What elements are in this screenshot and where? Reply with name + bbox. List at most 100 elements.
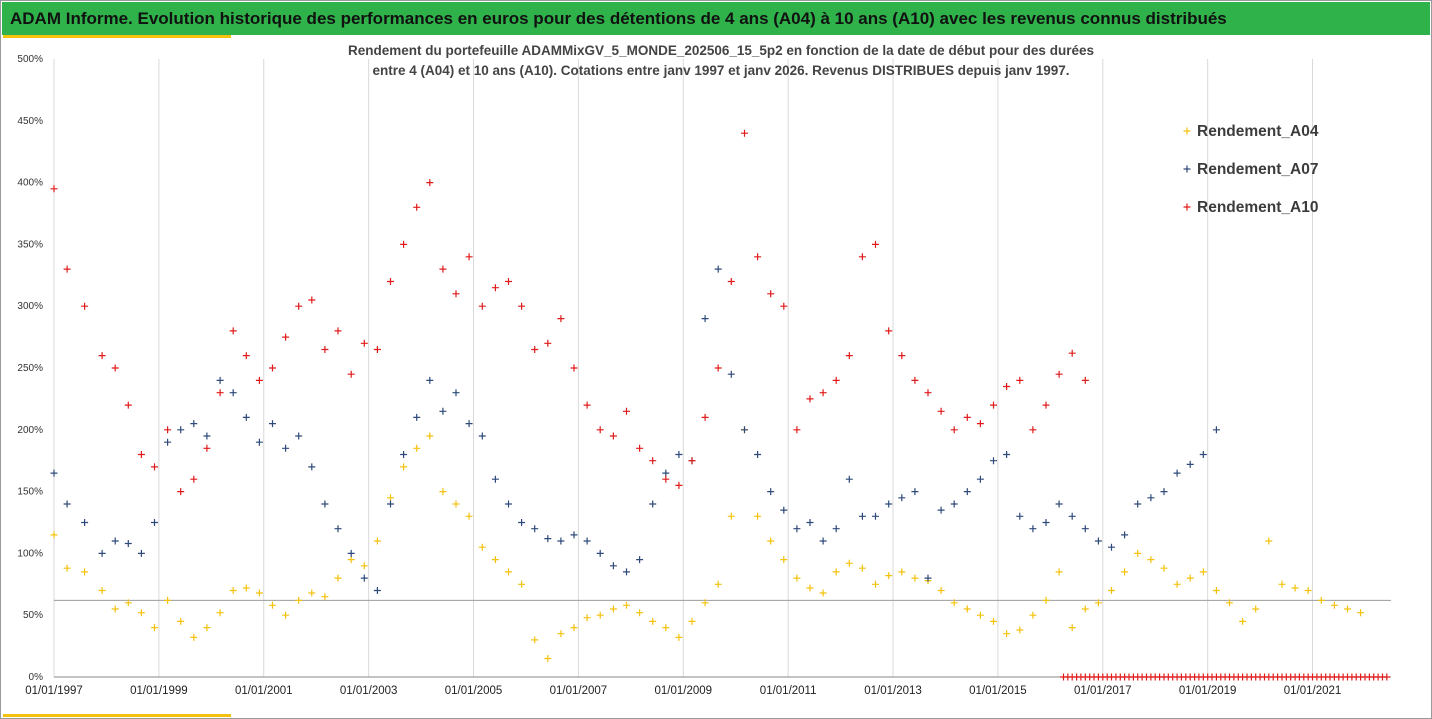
data-point-rendement-a04 [1186,574,1194,582]
data-point-rendement-a07 [518,519,526,526]
data-point-rendement-a04 [229,587,237,594]
data-point-rendement-a04 [1212,587,1220,594]
data-point-rendement-a07 [426,376,434,384]
data-point-rendement-a10 [1003,383,1011,390]
data-point-rendement-a07 [636,556,644,564]
data-point-rendement-a04 [242,584,250,592]
data-point-rendement-a04 [1173,580,1181,588]
data-point-rendement-a10 [321,346,329,353]
data-point-rendement-a07 [400,451,408,458]
data-point-rendement-a04 [1344,605,1351,613]
data-point-rendement-a07 [990,457,997,465]
data-point-rendement-a10 [675,481,683,489]
data-point-rendement-a04 [714,580,722,588]
data-point-rendement-a04 [872,580,879,588]
data-point-rendement-a07 [845,475,853,483]
data-point-rendement-a04 [282,611,290,619]
data-point-rendement-a04 [111,605,119,613]
data-point-rendement-a04 [1265,537,1273,545]
data-point-rendement-a07 [662,469,670,477]
data-point-rendement-a07 [164,438,172,446]
data-point-rendement-a07 [623,568,630,576]
data-point-rendement-a10 [649,457,657,465]
data-point-rendement-a04 [1068,624,1076,632]
data-point-rendement-a04 [1291,584,1299,592]
data-point-rendement-a04 [623,601,630,609]
series-rendement-a10-zero-band [1060,673,1391,681]
data-point-rendement-a07 [675,451,683,458]
data-point-rendement-a04 [81,568,89,576]
data-point-rendement-a07 [1186,460,1194,468]
data-point-rendement-a04 [50,531,58,539]
data-point-rendement-a07 [1016,512,1024,520]
data-point-rendement-a10 [177,488,185,496]
data-point-rendement-a07 [963,488,971,496]
legend-label-rendement-a04: Rendement_A04 [1197,123,1319,140]
y-tick-label: 200% [17,425,43,436]
data-point-rendement-a10 [452,290,460,298]
data-point-rendement-a04 [544,655,552,662]
data-point-rendement-a07 [950,500,958,508]
data-point-rendement-a10 [636,444,644,452]
data-point-rendement-a10 [308,296,316,304]
x-tick-label: 01/01/2009 [654,685,712,697]
data-point-rendement-a10 [518,302,526,310]
report-title: ADAM Informe. Evolution historique des p… [10,9,1227,28]
y-tick-label: 100% [17,548,43,559]
data-point-rendement-a07 [505,500,512,508]
data-point-rendement-a10 [845,352,853,360]
data-point-rendement-a10 [793,426,801,434]
data-point-rendement-a07 [570,531,578,539]
data-point-rendement-a04 [1042,596,1050,604]
data-point-rendement-a10 [1042,401,1050,409]
y-tick-label: 450% [17,116,43,127]
data-point-rendement-a04 [609,605,617,613]
data-point-rendement-a10 [242,352,250,360]
data-point-rendement-a04 [1121,568,1129,576]
series-rendement-a04 [50,426,1365,662]
data-point-rendement-a07 [177,426,185,434]
y-tick-label: 300% [17,301,43,312]
data-point-rendement-a04 [1199,568,1207,576]
data-point-rendement-a10 [1068,349,1076,357]
data-point-rendement-a04 [1003,630,1011,638]
data-point-rendement-a04 [963,605,971,613]
data-point-rendement-a04 [754,512,762,520]
data-point-rendement-a07 [439,407,447,415]
data-point-rendement-a07 [1160,488,1168,496]
data-point-rendement-a10 [963,413,971,421]
data-point-rendement-a07 [81,519,89,526]
data-point-rendement-a04 [1278,580,1286,588]
legend-label-rendement-a10: Rendement_A10 [1197,199,1318,216]
data-point-rendement-a07 [701,315,709,323]
data-point-rendement-a10 [727,278,735,285]
performance-scatter-chart: Rendement du portefeuille ADAMMixGV_5_MO… [17,43,1391,697]
data-point-rendement-a07 [557,537,565,545]
data-point-rendement-a10 [269,364,276,372]
data-point-rendement-a07 [780,506,788,514]
data-point-rendement-a04 [976,611,984,619]
data-point-rendement-a10 [531,346,539,353]
data-point-rendement-a10 [544,339,552,347]
data-point-rendement-a04 [347,556,355,564]
data-point-rendement-a07 [63,500,71,508]
data-point-rendement-a10 [505,278,512,285]
data-point-rendement-a10 [347,370,355,378]
data-point-rendement-a04 [360,562,368,570]
y-tick-labels: 0% 50% 100% 150% 200% 250% 300% 350% 400% 450% 500… [17,54,43,683]
data-point-rendement-a04 [413,444,421,452]
x-tick-label: 01/01/2021 [1284,685,1342,697]
data-point-rendement-a07 [50,469,58,477]
data-point-rendement-a04 [478,543,486,551]
data-point-rendement-a10 [360,339,368,347]
data-point-rendement-a04 [793,574,801,582]
data-point-rendement-a07 [832,525,840,533]
data-point-rendement-a07 [1134,500,1142,508]
data-point-rendement-a04 [505,568,512,576]
data-point-rendement-a04 [98,587,106,594]
data-point-rendement-a10 [662,475,670,483]
x-tick-labels: 01/01/1997 01/01/1999 01/01/2001 01/01/2003… [25,685,1341,697]
data-point-rendement-a10 [1055,370,1063,378]
data-point-rendement-a07 [898,494,906,502]
